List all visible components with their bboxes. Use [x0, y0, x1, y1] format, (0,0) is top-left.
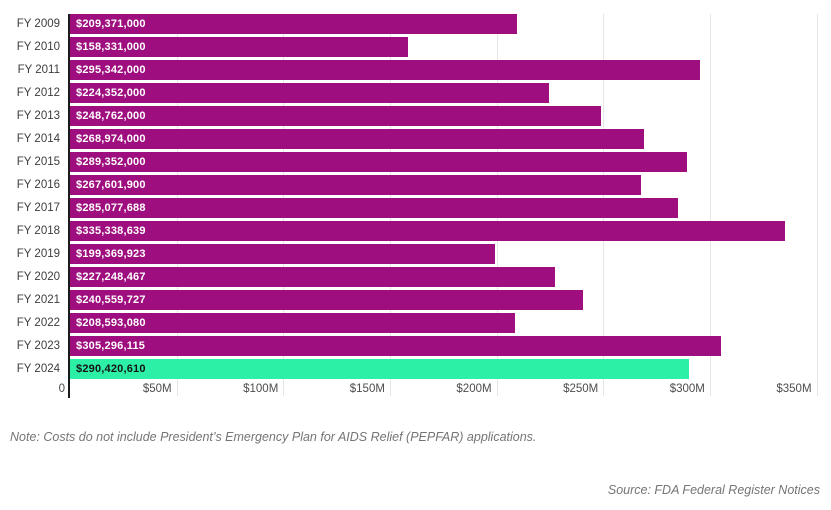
gridline	[816, 14, 818, 396]
bar-value-label: $224,352,000	[76, 87, 146, 99]
y-axis-label: FY 2023	[16, 340, 60, 352]
bar: $208,593,080	[70, 313, 515, 333]
bar-value-label: $248,762,000	[76, 110, 146, 122]
bar: $267,601,900	[70, 175, 641, 195]
x-tick-label: $200M	[456, 383, 492, 395]
bar-row: $227,248,467	[70, 267, 824, 287]
y-axis-label: FY 2024	[16, 363, 60, 375]
gridline	[709, 14, 711, 396]
bar: $268,974,000	[70, 129, 644, 149]
y-axis-label: FY 2009	[16, 18, 60, 30]
note-text: Note: Costs do not include President’s E…	[10, 430, 537, 444]
bar: $285,077,688	[70, 198, 679, 218]
bar: $158,331,000	[70, 37, 408, 57]
bar-row: $285,077,688	[70, 198, 824, 218]
plot-area: $209,371,000 $158,331,000 $295,342,000 $224…	[59, 14, 824, 398]
x-tick-label: $100M	[243, 383, 279, 395]
y-axis-line	[68, 14, 70, 398]
y-axis-label: FY 2015	[16, 156, 60, 168]
bar: $224,352,000	[70, 83, 549, 103]
bar-row: $240,559,727	[70, 290, 824, 310]
bar-row: $305,296,115	[70, 336, 824, 356]
bar: $335,338,639	[70, 221, 786, 241]
x-tick-label: $50M	[142, 383, 172, 395]
bar-row: $290,420,610	[70, 359, 824, 379]
bar: $290,420,610	[70, 359, 690, 379]
x-tick-label: $350M	[776, 383, 812, 395]
y-axis-label: FY 2010	[16, 41, 60, 53]
y-axis-label: FY 2014	[16, 133, 60, 145]
bar: $199,369,923	[70, 244, 496, 264]
y-axis-label: FY 2019	[16, 248, 60, 260]
source-text: Source: FDA Federal Register Notices	[607, 483, 820, 497]
bar-row: $295,342,000	[70, 60, 824, 80]
y-axis-label: FY 2016	[16, 179, 60, 191]
bar-value-label: $199,369,923	[76, 248, 146, 260]
bar-row: $268,974,000	[70, 129, 824, 149]
bar-row: $199,369,923	[70, 244, 824, 264]
bar-value-label: $305,296,115	[76, 340, 146, 352]
bar-chart: FY 2009 FY 2010 FY 2011 FY 2012 FY 2013 FY 20…	[0, 14, 831, 398]
y-axis-label: FY 2020	[16, 271, 60, 283]
bar-value-label: $209,371,000	[76, 18, 146, 30]
y-axis-label: FY 2021	[16, 294, 60, 306]
bar-row: $335,338,639	[70, 221, 824, 241]
bar-row: $248,762,000	[70, 106, 824, 126]
y-axis-label: FY 2011	[17, 64, 60, 76]
bar-value-label: $285,077,688	[76, 202, 146, 214]
x-tick-label: $300M	[669, 383, 705, 395]
x-tick-label: $250M	[563, 383, 599, 395]
bar-row: $267,601,900	[70, 175, 824, 195]
y-axis-label: FY 2012	[16, 87, 60, 99]
y-axis-label: FY 2013	[16, 110, 60, 122]
bar: $289,352,000	[70, 152, 688, 172]
y-axis-label: FY 2018	[16, 225, 60, 237]
y-axis-label: FY 2017	[16, 202, 60, 214]
bar-row: $224,352,000	[70, 83, 824, 103]
bar: $240,559,727	[70, 290, 584, 310]
bar: $295,342,000	[70, 60, 700, 80]
bar-value-label: $290,420,610	[76, 363, 146, 375]
bar-value-label: $335,338,639	[76, 225, 146, 237]
x-tick-label: 0	[58, 383, 65, 395]
bar-value-label: $240,559,727	[76, 294, 146, 306]
bar-row: $289,352,000	[70, 152, 824, 172]
bar-value-label: $267,601,900	[76, 179, 146, 191]
bar: $305,296,115	[70, 336, 722, 356]
bar-row: $158,331,000	[70, 37, 824, 57]
x-tick-label: $150M	[349, 383, 385, 395]
bar-value-label: $158,331,000	[76, 41, 146, 53]
bar: $248,762,000	[70, 106, 601, 126]
bar: $227,248,467	[70, 267, 555, 287]
y-axis-label: FY 2022	[16, 317, 60, 329]
bar-row: $208,593,080	[70, 313, 824, 333]
bar-value-label: $227,248,467	[76, 271, 146, 283]
bar-value-label: $295,342,000	[76, 64, 146, 76]
bar: $209,371,000	[70, 14, 517, 34]
bar-value-label: $289,352,000	[76, 156, 146, 168]
bar-value-label: $208,593,080	[76, 317, 146, 329]
bar-row: $209,371,000	[70, 14, 824, 34]
bar-value-label: $268,974,000	[76, 133, 146, 145]
